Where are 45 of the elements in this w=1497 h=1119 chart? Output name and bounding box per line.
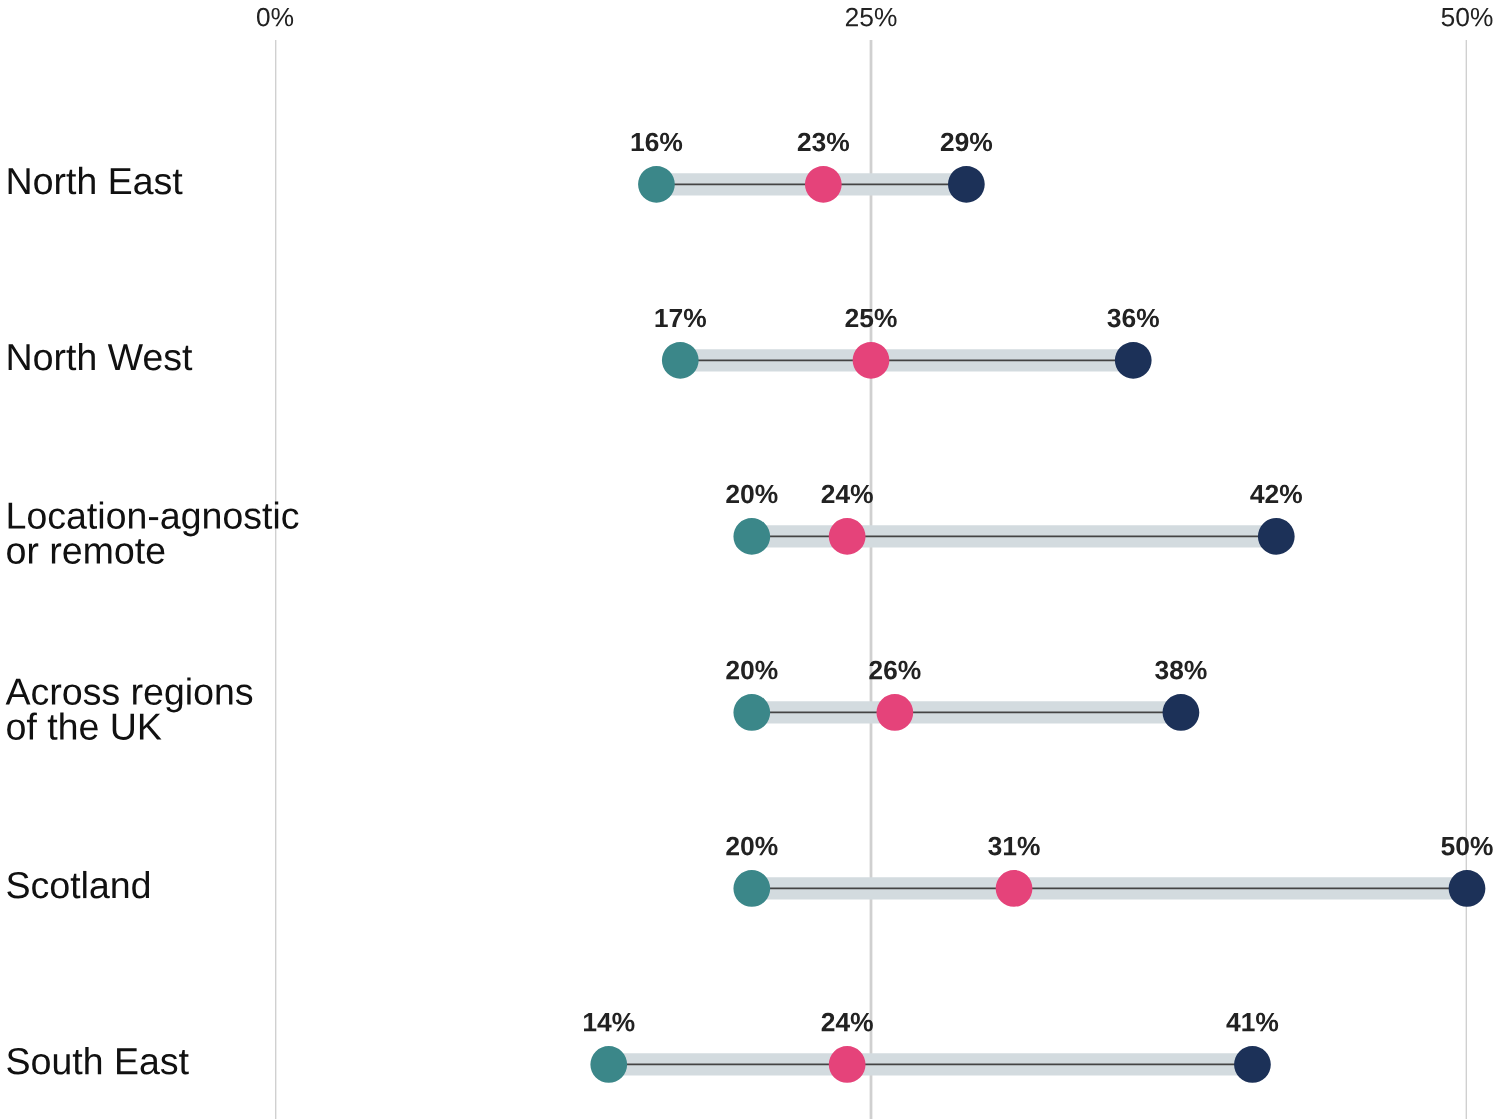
data-label: 20% (726, 484, 778, 504)
data-label: 17% (655, 308, 706, 328)
data-label: 29% (940, 132, 993, 152)
data-label: 31% (988, 836, 1040, 856)
point (1234, 1046, 1271, 1083)
x-tick-label: 0% (256, 7, 294, 27)
point (733, 870, 771, 907)
point (1114, 341, 1152, 379)
data-label: 26% (869, 660, 921, 680)
point (1257, 518, 1295, 555)
data-label: 14% (584, 1012, 635, 1032)
y-tick-label: Across regions of the UK (5, 677, 253, 740)
point (876, 694, 914, 731)
point (804, 165, 842, 203)
data-label: 23% (797, 132, 850, 152)
point (590, 1046, 628, 1083)
y-tick-label: North East (8, 166, 183, 195)
data-label: 20% (726, 660, 778, 680)
point (1162, 694, 1200, 731)
point (995, 870, 1033, 907)
point (828, 1046, 866, 1083)
point (1448, 870, 1486, 907)
point (852, 341, 890, 379)
x-tick-label: 25% (845, 7, 897, 27)
data-label: 20% (726, 836, 778, 856)
y-tick-label: Scotland (7, 870, 150, 899)
point (733, 694, 771, 731)
x-tick-label: 50% (1441, 7, 1493, 27)
y-tick-label: South East (7, 1046, 189, 1075)
data-label: 41% (1226, 1012, 1279, 1032)
y-tick-label: Location-agnostic or remote (7, 501, 299, 564)
data-label: 24% (821, 1012, 873, 1032)
data-label: 25% (845, 308, 897, 328)
point (733, 518, 771, 555)
data-label: 42% (1250, 484, 1302, 504)
y-tick-label: North West (8, 342, 193, 371)
data-label: 50% (1441, 836, 1493, 856)
point (828, 518, 866, 555)
point (661, 341, 699, 379)
point (638, 165, 675, 203)
data-label: 16% (631, 132, 683, 152)
data-label: 38% (1155, 660, 1207, 680)
point (947, 165, 985, 203)
data-label: 36% (1107, 308, 1159, 328)
data-label: 24% (821, 484, 873, 504)
